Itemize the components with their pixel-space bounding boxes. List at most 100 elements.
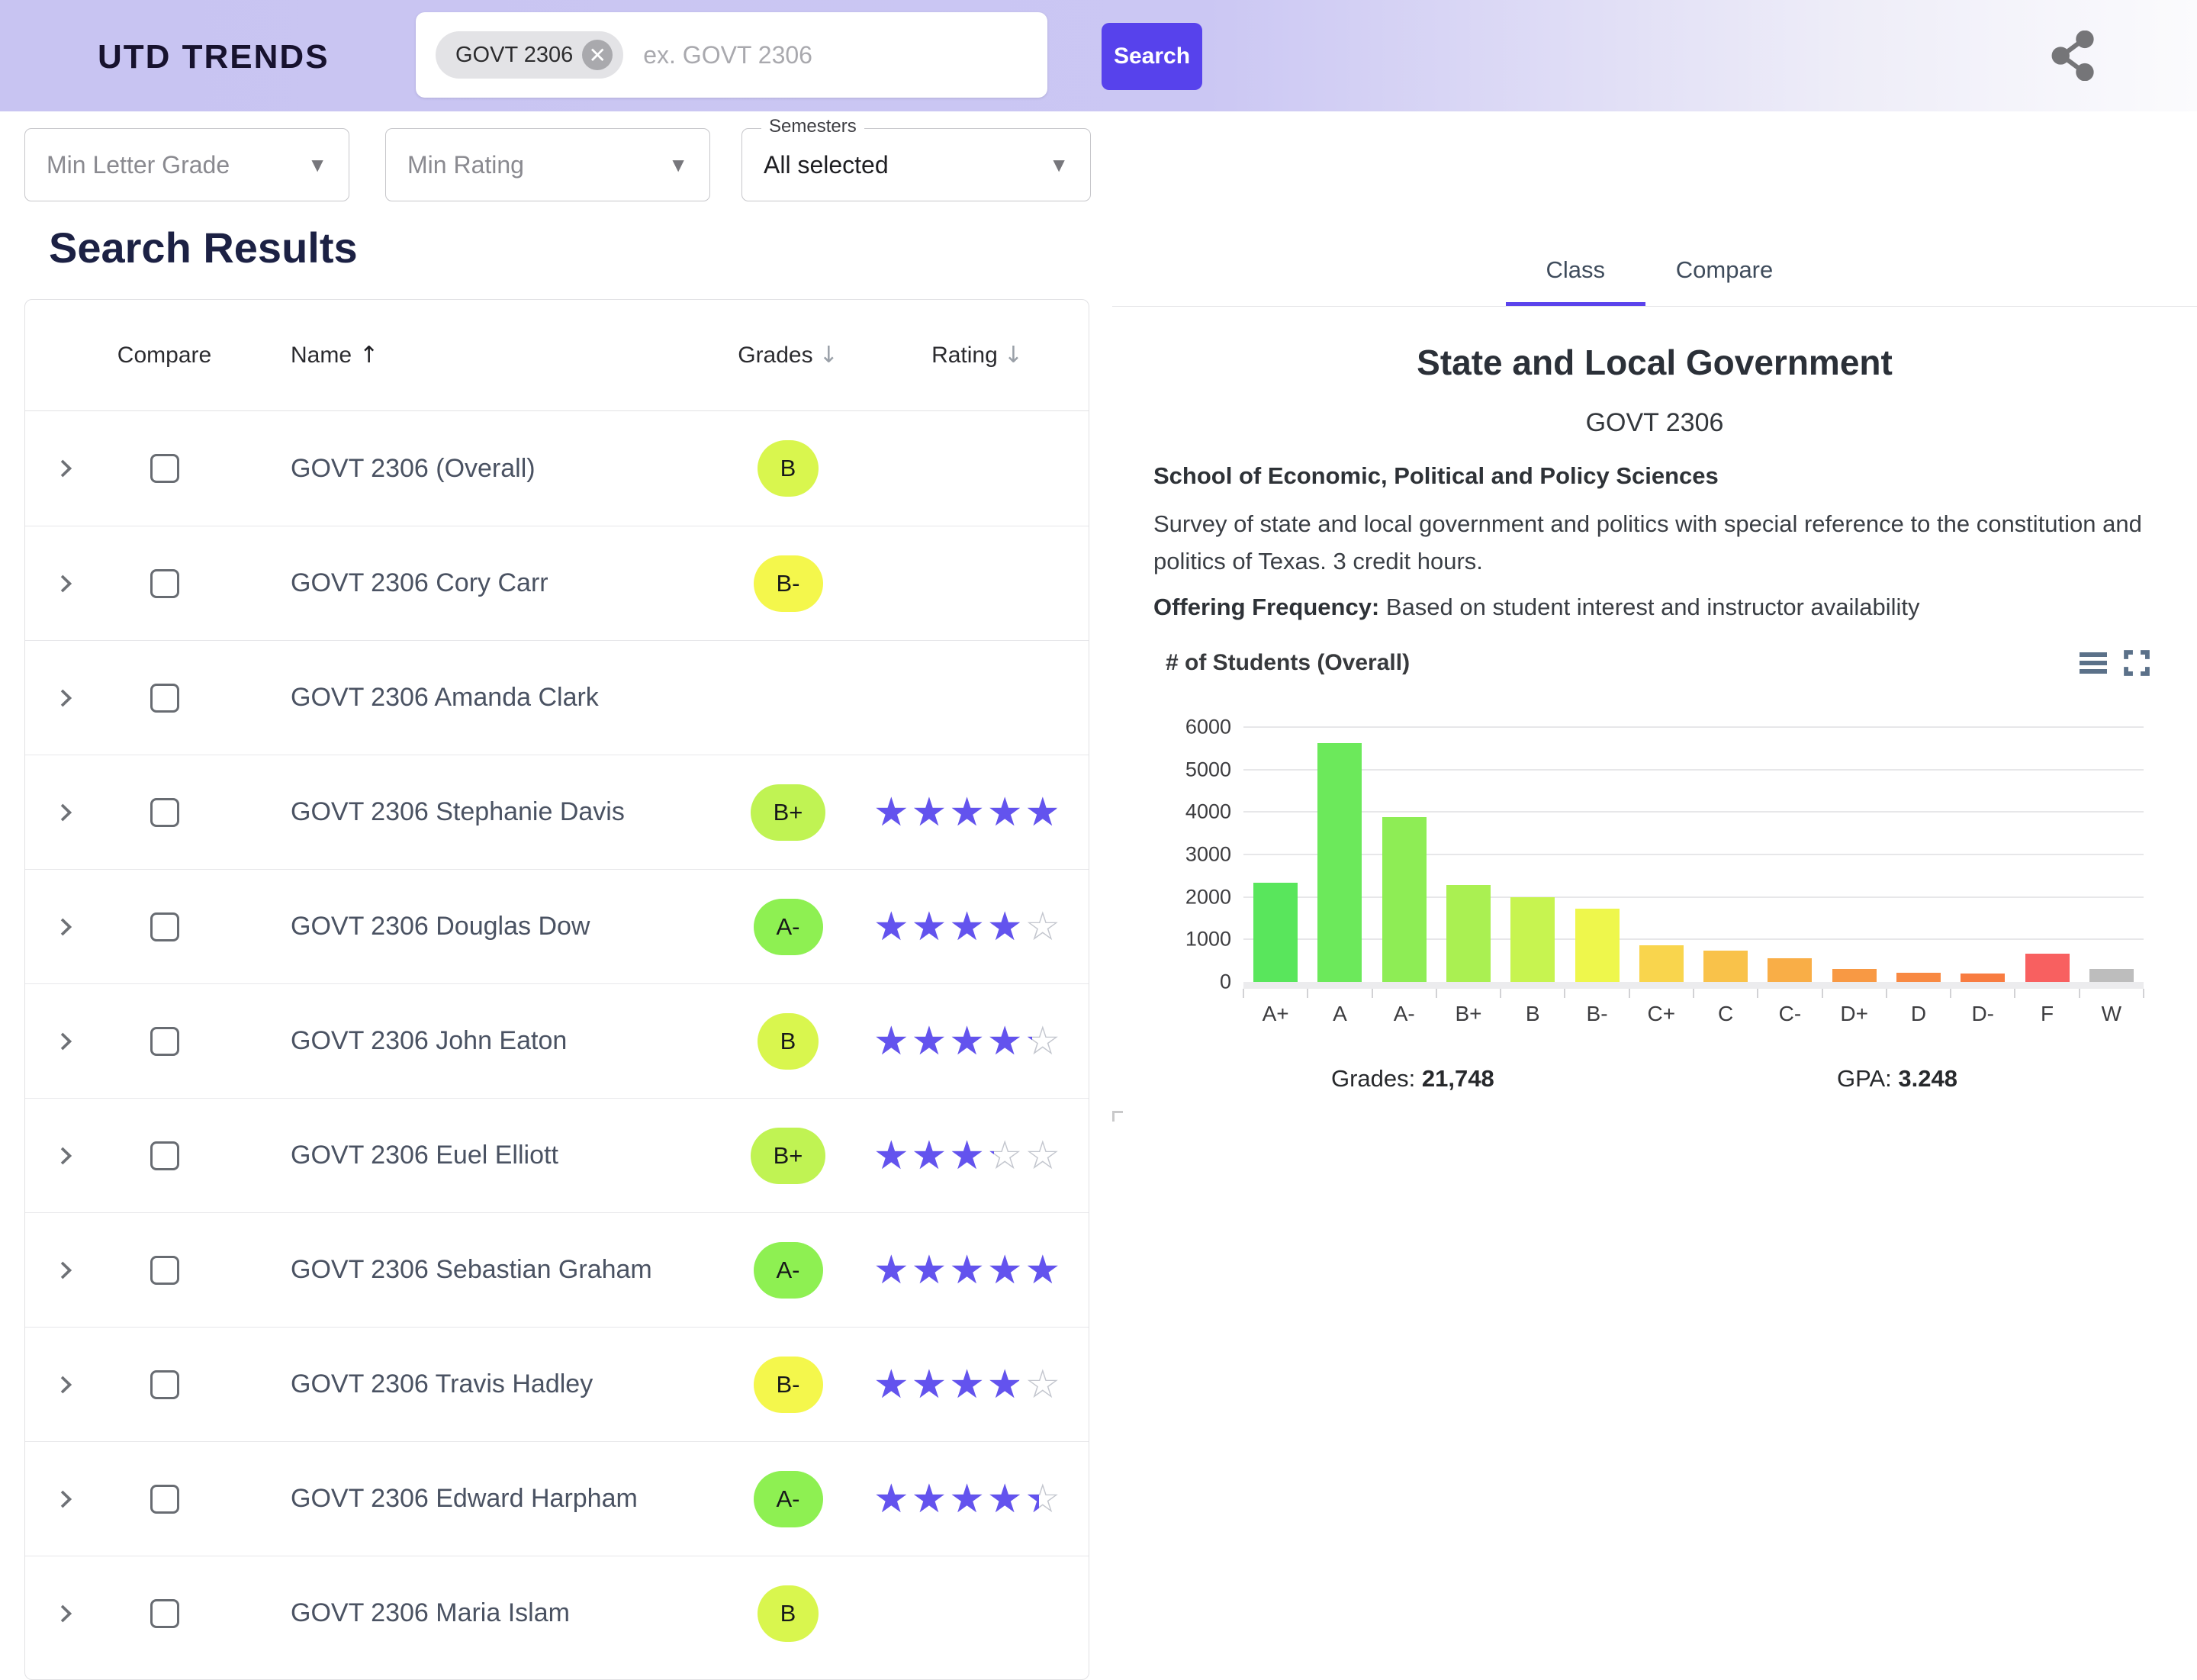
x-axis-tick xyxy=(2014,989,2016,998)
bar-F xyxy=(2025,954,2070,982)
table-row[interactable]: GOVT 2306 Douglas Dow A- ☆ ★ ☆ ★ ☆ ★ ☆ ★ ☆ xyxy=(25,869,1089,983)
compare-checkbox[interactable] xyxy=(150,683,179,713)
table-row[interactable]: GOVT 2306 Sebastian Graham A- ☆ ★ ☆ ★ ☆ ★ ☆ ★ ☆ ★ xyxy=(25,1212,1089,1327)
close-icon[interactable]: ✕ xyxy=(582,40,613,70)
x-axis-tick xyxy=(2143,989,2144,998)
rating-stars: ☆★☆★☆★☆★☆ xyxy=(873,1136,1063,1176)
sort-desc-icon[interactable]: ↓ xyxy=(1003,342,1023,369)
chevron-right-icon[interactable] xyxy=(49,1254,82,1287)
compare-checkbox[interactable] xyxy=(150,912,179,941)
min-letter-grade-select[interactable]: Min Letter Grade ▼ xyxy=(24,128,349,201)
star-icon: ☆★ xyxy=(986,903,1023,950)
compare-checkbox[interactable] xyxy=(150,1026,179,1056)
chevron-right-icon[interactable] xyxy=(49,796,82,829)
search-chip-label: GOVT 2306 xyxy=(455,42,574,67)
star-icon: ☆ xyxy=(1025,903,1061,950)
row-name: GOVT 2306 Stephanie Davis xyxy=(291,797,625,826)
search-box[interactable]: GOVT 2306 ✕ ex. GOVT 2306 xyxy=(416,12,1047,98)
star-icon: ☆★ xyxy=(911,1132,947,1179)
offering-frequency: Offering Frequency: Based on student int… xyxy=(1153,594,1920,620)
column-header-name[interactable]: Name ↑ xyxy=(291,342,379,369)
compare-checkbox[interactable] xyxy=(150,797,179,827)
app-header: UTD TRENDS GOVT 2306 ✕ ex. GOVT 2306 Sea… xyxy=(0,0,2197,111)
chevron-right-icon[interactable] xyxy=(49,452,82,485)
chevron-right-icon[interactable] xyxy=(49,1139,82,1173)
star-icon: ☆★ xyxy=(911,903,947,950)
y-axis-tick: 2000 xyxy=(1185,885,1231,909)
table-row[interactable]: GOVT 2306 Amanda Clark xyxy=(25,640,1089,755)
compare-checkbox[interactable] xyxy=(150,1598,179,1628)
gridline xyxy=(1243,811,2144,813)
fullscreen-icon[interactable] xyxy=(2122,649,2151,677)
panel-resize-handle[interactable] xyxy=(1112,1111,1123,1122)
semesters-value: All selected xyxy=(764,150,889,179)
table-row[interactable]: GOVT 2306 Maria Islam B xyxy=(25,1556,1089,1670)
row-name: GOVT 2306 Douglas Dow xyxy=(291,912,590,941)
star-icon: ☆★ xyxy=(873,1132,909,1179)
grade-badge: B+ xyxy=(750,1127,826,1184)
sort-asc-icon[interactable]: ↑ xyxy=(359,342,379,369)
bar-D+ xyxy=(1832,969,1877,982)
compare-checkbox[interactable] xyxy=(150,1141,179,1170)
column-header-rating[interactable]: Rating ↓ xyxy=(931,342,1023,369)
compare-checkbox[interactable] xyxy=(150,454,179,483)
sort-desc-icon[interactable]: ↓ xyxy=(819,342,838,369)
min-letter-grade-placeholder: Min Letter Grade xyxy=(47,150,230,179)
chevron-right-icon[interactable] xyxy=(49,1025,82,1058)
y-axis-tick: 3000 xyxy=(1185,842,1231,866)
rating-stars: ☆★☆★☆★☆★☆★ xyxy=(873,1479,1063,1519)
table-row[interactable]: GOVT 2306 Cory Carr B- xyxy=(25,526,1089,640)
grades-total: Grades: 21,748 xyxy=(1331,1065,1494,1092)
star-icon: ☆★ xyxy=(873,903,909,950)
bar-W xyxy=(2089,969,2134,982)
chevron-right-icon[interactable] xyxy=(49,1368,82,1402)
hamburger-menu-icon[interactable] xyxy=(2078,650,2109,676)
gridline xyxy=(1243,854,2144,855)
chevron-right-icon[interactable] xyxy=(49,1482,82,1516)
search-button[interactable]: Search xyxy=(1102,23,1202,90)
x-axis-label: A- xyxy=(1393,1002,1415,1025)
x-axis-tick xyxy=(1950,989,1952,998)
row-name: GOVT 2306 Sebastian Graham xyxy=(291,1255,652,1284)
compare-checkbox[interactable] xyxy=(150,1255,179,1285)
star-icon: ☆★ xyxy=(1025,1247,1061,1293)
chevron-right-icon[interactable] xyxy=(49,567,82,600)
gridline xyxy=(1243,726,2144,728)
app-logo: UTD TRENDS xyxy=(98,38,330,76)
table-row[interactable]: GOVT 2306 (Overall) B xyxy=(25,411,1089,526)
star-icon: ☆★ xyxy=(949,789,985,835)
star-icon: ☆★ xyxy=(949,1018,985,1064)
tab-class[interactable]: Class xyxy=(1505,238,1645,306)
semesters-select[interactable]: All selected ▼ xyxy=(741,128,1091,201)
compare-checkbox[interactable] xyxy=(150,1484,179,1514)
compare-checkbox[interactable] xyxy=(150,568,179,598)
bar-A+ xyxy=(1253,882,1298,982)
y-axis-tick: 5000 xyxy=(1185,758,1231,781)
bar-A- xyxy=(1382,817,1427,982)
chart-header: # of Students (Overall) xyxy=(1166,649,2151,677)
x-axis-tick xyxy=(1693,989,1694,998)
tab-compare[interactable]: Compare xyxy=(1675,256,1774,283)
x-axis-label: C- xyxy=(1778,1002,1802,1025)
share-icon[interactable] xyxy=(2051,31,2098,81)
search-input[interactable]: ex. GOVT 2306 xyxy=(643,40,812,69)
compare-checkbox[interactable] xyxy=(150,1369,179,1399)
page-title: Search Results xyxy=(49,224,358,272)
chevron-right-icon[interactable] xyxy=(49,1597,82,1630)
y-axis-tick: 6000 xyxy=(1185,715,1231,739)
chevron-right-icon[interactable] xyxy=(49,910,82,944)
grade-badge: B- xyxy=(753,1356,823,1413)
min-rating-select[interactable]: Min Rating ▼ xyxy=(385,128,710,201)
bar-B+ xyxy=(1446,885,1491,982)
search-chip[interactable]: GOVT 2306 ✕ xyxy=(436,31,624,79)
chevron-right-icon[interactable] xyxy=(49,681,82,715)
grade-badge: B xyxy=(757,1012,819,1070)
column-header-grades[interactable]: Grades ↓ xyxy=(738,342,838,369)
x-axis-tick xyxy=(2078,989,2080,998)
x-axis-tick xyxy=(1821,989,1823,998)
